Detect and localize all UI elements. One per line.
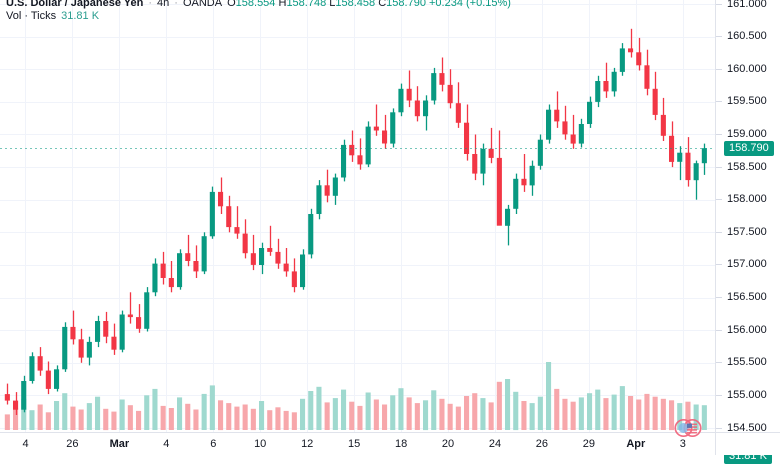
broker-logo-watermark: [674, 418, 702, 438]
legend-interval[interactable]: 4h: [157, 0, 170, 9]
legend-volume-row[interactable]: Vol · Ticks 31.81 K: [6, 10, 511, 22]
price-tick: 154.500: [716, 422, 780, 435]
time-tick-label: 10: [254, 438, 267, 450]
price-tick-mark: [716, 297, 722, 298]
price-tick-mark: [716, 264, 722, 266]
time-tick-label: 4: [163, 438, 170, 450]
ohlc-low-value: 158.458: [335, 0, 376, 9]
price-tick-label: 155.500: [727, 356, 767, 369]
price-tick: 157.500: [716, 226, 780, 239]
price-tick-mark: [716, 394, 722, 396]
price-tick-label: 159.500: [727, 95, 767, 108]
price-tick: 156.500: [716, 291, 780, 304]
ohlc-change-value: +0.234 (+0.15%): [429, 0, 511, 9]
time-tick-label: 3: [679, 438, 686, 450]
price-tick-label: 160.500: [727, 30, 767, 43]
legend-separator-2: ·: [174, 0, 178, 9]
price-tick-mark: [716, 427, 722, 429]
current-price-badge[interactable]: 158.790: [724, 140, 774, 156]
ohlc-open-value: 158.554: [235, 0, 276, 9]
price-tick: 159.000: [716, 128, 780, 141]
price-tick-mark: [716, 231, 722, 233]
time-tick-label: 26: [66, 438, 79, 450]
price-tick-label: 158.500: [727, 160, 767, 173]
candlestick-series[interactable]: [0, 0, 715, 432]
time-tick-label: 12: [301, 438, 314, 450]
price-tick-label: 160.000: [727, 62, 767, 75]
price-tick-label: 155.000: [727, 388, 767, 401]
legend-ohlc: O158.554 H158.748 L158.458 C158.790 +0.2…: [227, 0, 511, 9]
price-tick-label: 161.000: [727, 0, 767, 10]
price-tick-label: 159.000: [727, 128, 767, 140]
price-tick-label: 157.000: [727, 258, 767, 271]
legend-exchange[interactable]: OANDA: [182, 0, 223, 9]
time-scale[interactable]: 4 26 Mar 4 6 10 12 15 18 20 24 26 29 Apr 3: [0, 432, 715, 455]
time-tick-label: Mar: [109, 438, 130, 450]
price-tick-mark: [716, 199, 722, 201]
time-tick-label: 15: [347, 438, 361, 450]
time-tick-label: 18: [394, 438, 408, 450]
chart-bottom-padding: [0, 454, 780, 471]
time-tick-label: 6: [210, 438, 217, 450]
price-tick-mark: [716, 36, 722, 38]
time-tick-label: 29: [582, 438, 596, 450]
price-tick: 158.500: [716, 161, 780, 174]
price-tick-label: 157.500: [727, 225, 767, 238]
price-tick: 155.500: [716, 356, 780, 369]
price-tick-mark: [716, 362, 722, 364]
legend-symbol[interactable]: U.S. Dollar / Japanese Yen: [6, 0, 144, 9]
price-tick: 160.000: [716, 63, 780, 76]
price-tick-mark: [716, 101, 722, 103]
legend-separator-1: ·: [148, 0, 153, 9]
price-tick: 156.000: [716, 324, 780, 337]
ohlc-low-label: L: [329, 0, 336, 9]
price-tick-mark: [716, 329, 722, 331]
price-tick-mark: [716, 68, 722, 70]
ohlc-open-label: O: [227, 0, 236, 9]
price-tick-mark: [716, 134, 722, 135]
volume-indicator-value: 31.81 K: [61, 10, 100, 22]
price-scale[interactable]: 161.000 160.500 160.000 159.500 159.000 …: [715, 0, 780, 464]
price-tick-mark: [716, 3, 722, 5]
price-tick-label: 158.000: [727, 193, 767, 206]
price-tick: 155.000: [716, 389, 780, 402]
time-tick-label: 20: [441, 438, 455, 450]
axis-corner: [715, 432, 780, 455]
price-tick: 161.000: [716, 0, 780, 11]
ohlc-high-value: 158.748: [286, 0, 327, 9]
price-tick: 160.500: [716, 30, 780, 43]
legend-symbol-row[interactable]: U.S. Dollar / Japanese Yen · 4h · OANDA …: [6, 0, 511, 9]
time-tick-label: 4: [22, 438, 29, 450]
price-tick: 158.000: [716, 193, 780, 206]
price-tick: 157.000: [716, 258, 780, 271]
price-tick-label: 156.000: [727, 323, 767, 336]
time-tick-label: 26: [535, 438, 549, 450]
volume-indicator-label[interactable]: Vol · Ticks: [6, 10, 57, 22]
ohlc-close-label: C: [378, 0, 387, 9]
ohlc-high-label: H: [278, 0, 287, 9]
time-tick-label: 24: [488, 438, 502, 450]
price-tick-label: 156.500: [727, 291, 767, 303]
chart-legend: U.S. Dollar / Japanese Yen · 4h · OANDA …: [6, 0, 511, 22]
time-tick-label: Apr: [626, 438, 646, 450]
chart-plot-area[interactable]: [0, 0, 715, 432]
price-tick-label: 154.500: [727, 421, 767, 434]
price-tick-mark: [716, 166, 722, 168]
price-tick: 159.500: [716, 95, 780, 108]
ohlc-close-value: 158.790: [386, 0, 426, 9]
